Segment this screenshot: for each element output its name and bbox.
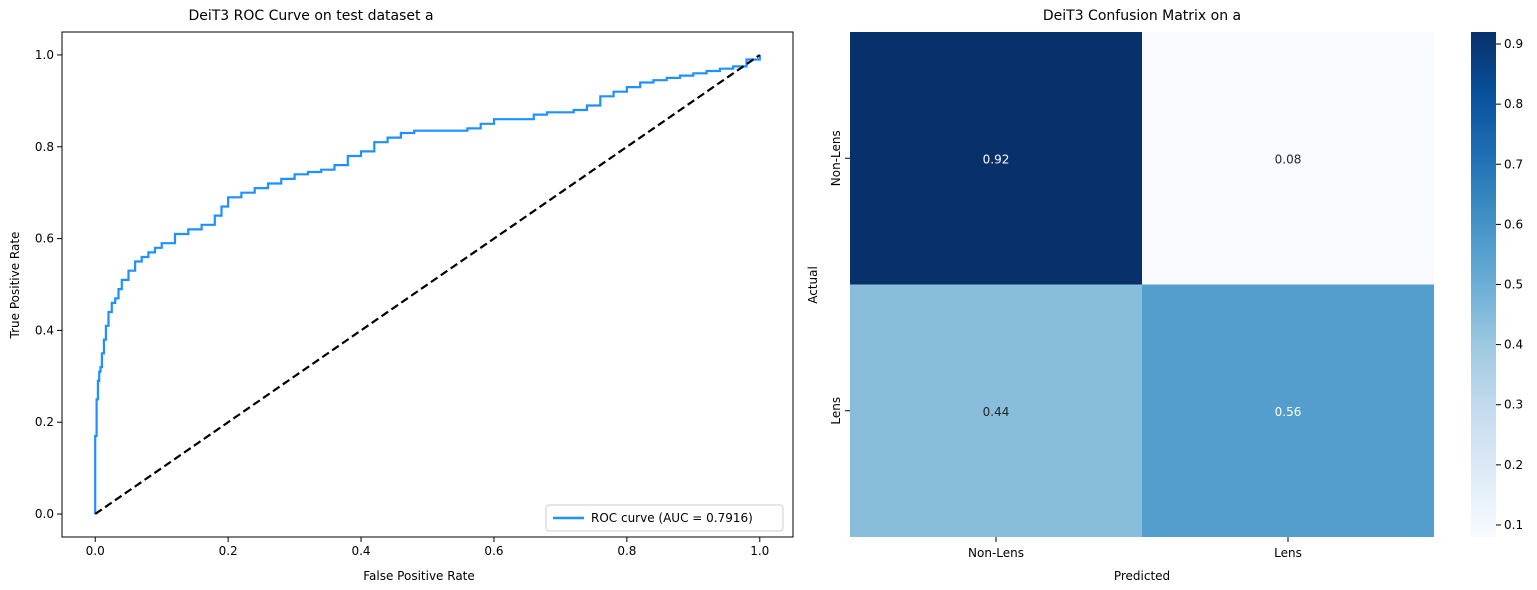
- cm-cell: [1142, 284, 1434, 537]
- confusion-matrix-chart: DeiT3 Confusion Matrix on a 0.92 0.08 0.44…: [806, 8, 1523, 583]
- roc-ytick-label: 0.0: [35, 507, 54, 521]
- roc-ytick-label: 1.0: [35, 48, 54, 62]
- cm-cell-value: 0.08: [1275, 152, 1302, 166]
- roc-axes: 0.0 0.2 0.4 0.6 0.8 1.0 0.0 0.2 0.4 0.6 0.8 1.0: [35, 31, 794, 558]
- cm-ytick-label: Lens: [829, 397, 843, 425]
- cm-xtick-label: Non-Lens: [968, 546, 1024, 560]
- roc-frame: [61, 31, 794, 538]
- roc-curve-line: [94, 55, 761, 514]
- cm-ytick-label: Non-Lens: [829, 130, 843, 186]
- cm-cell: [1142, 32, 1434, 285]
- colorbar-tick-label: 0.6: [1504, 217, 1523, 231]
- colorbar-tick-label: 0.4: [1504, 338, 1523, 352]
- roc-xtick-label: 0.2: [219, 544, 238, 558]
- legend-label: ROC curve (AUC = 0.7916): [591, 511, 753, 525]
- cm-xtick-label: Lens: [1274, 546, 1302, 560]
- roc-legend: ROC curve (AUC = 0.7916): [545, 504, 784, 532]
- roc-ytick-label: 0.8: [35, 140, 54, 154]
- roc-xtick-label: 0.0: [86, 544, 105, 558]
- roc-ytick-label: 0.6: [35, 232, 54, 246]
- cm-xlabel: Predicted: [1114, 569, 1170, 583]
- roc-xtick-label: 0.6: [484, 544, 503, 558]
- roc-chart: DeiT3 ROC Curve on test dataset a 0.0 0.2…: [8, 8, 794, 583]
- colorbar-tick-label: 0.1: [1504, 518, 1523, 532]
- roc-ylabel: True Positive Rate: [8, 232, 22, 340]
- colorbar-tick-label: 0.2: [1504, 458, 1523, 472]
- colorbar-tick-label: 0.7: [1504, 157, 1523, 171]
- roc-chance-line: [94, 54, 761, 515]
- colorbar-tick-label: 0.3: [1504, 398, 1523, 412]
- cm-cell-value: 0.56: [1275, 405, 1302, 419]
- cm-cell-value: 0.44: [983, 405, 1010, 419]
- legend-box: [545, 504, 784, 532]
- roc-plot-area: [94, 54, 761, 515]
- colorbar-tick-label: 0.8: [1504, 97, 1523, 111]
- colorbar-tick-label: 0.5: [1504, 278, 1523, 292]
- cm-cell: [850, 32, 1142, 285]
- roc-xtick-label: 0.8: [617, 544, 636, 558]
- roc-ytick-label: 0.2: [35, 415, 54, 429]
- roc-ytick-label: 0.4: [35, 323, 54, 337]
- colorbar-ticks: 0.1 0.2 0.3 0.4 0.5 0.6 0.7 0.8 0.9: [1496, 37, 1523, 532]
- roc-xtick-label: 1.0: [750, 544, 769, 558]
- cm-heatmap: 0.92 0.08 0.44 0.56: [850, 32, 1434, 537]
- roc-xlabel: False Positive Rate: [363, 569, 475, 583]
- cm-cell-value: 0.92: [983, 152, 1010, 166]
- colorbar-tick-label: 0.9: [1504, 37, 1523, 51]
- roc-xtick-label: 0.4: [351, 544, 370, 558]
- cm-cell: [850, 284, 1142, 537]
- roc-title: DeiT3 ROC Curve on test dataset a: [188, 8, 433, 24]
- cm-ticks: Non-Lens Lens Non-Lens Lens: [829, 130, 1302, 560]
- cm-title: DeiT3 Confusion Matrix on a: [1043, 8, 1241, 24]
- cm-ylabel: Actual: [806, 266, 820, 304]
- colorbar: [1471, 32, 1496, 537]
